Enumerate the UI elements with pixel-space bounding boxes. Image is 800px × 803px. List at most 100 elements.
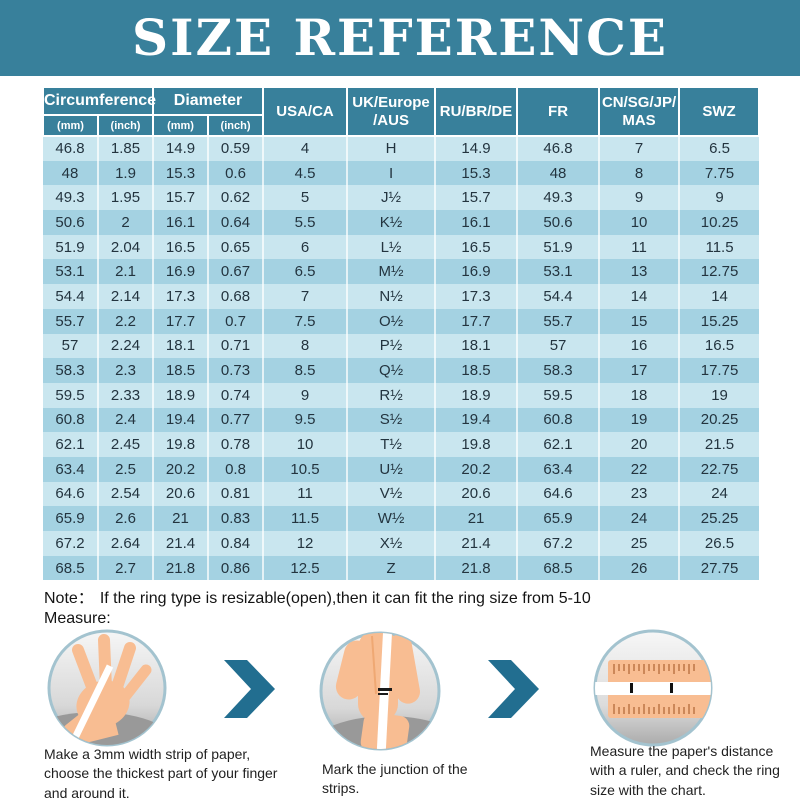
table-cell: R½ (346, 382, 436, 408)
table-cell: 14 (598, 284, 680, 309)
table-cell: 21 (152, 506, 209, 531)
table-cell: 0.68 (207, 284, 264, 309)
col-header-cn-line1: CN/SG/JP/ (601, 94, 677, 112)
table-cell: 24 (598, 506, 680, 531)
col-header-uk-europe-aus: UK/Europe/AUS (346, 86, 437, 137)
table-cell: 5 (262, 185, 348, 211)
table-cell: 0.86 (207, 555, 264, 581)
table-cell: T½ (346, 432, 436, 457)
table-row: 54.4 2.14 17.3 0.68 7 N½ 17.3 54.4 14 14 (43, 284, 760, 309)
table-cell: 64.6 (516, 481, 600, 507)
table-cell: 15.3 (434, 160, 518, 186)
table-cell: 10 (262, 432, 348, 457)
measure-label: Measure: (44, 610, 111, 627)
table-cell: 11.5 (678, 234, 760, 260)
table-cell: 67.2 (516, 531, 600, 556)
table-cell: V½ (346, 481, 436, 507)
table-cell: 11.5 (262, 506, 348, 531)
table-cell: 17.75 (678, 358, 760, 383)
table-cell: 18.1 (152, 333, 209, 359)
table-cell: 13 (598, 259, 680, 285)
table-cell: 2.3 (96, 358, 154, 383)
table-cell: 16.1 (434, 210, 518, 235)
table-cell: 59.5 (516, 382, 600, 408)
table-cell: 49.3 (43, 185, 98, 211)
table-cell: 4.5 (262, 160, 348, 186)
col-header-uk-line2: /AUS (373, 111, 409, 129)
table-cell: 1.9 (96, 160, 154, 186)
step-caption-3: Measure the paper's distance with a rule… (590, 743, 780, 798)
table-row: 64.6 2.54 20.6 0.81 11 V½ 20.6 64.6 23 24 (43, 481, 760, 507)
table-cell: 10.5 (262, 456, 348, 482)
table-cell: 21.4 (152, 531, 209, 556)
table-cell: 21.4 (434, 531, 518, 556)
table-cell: 20.6 (434, 481, 518, 507)
table-cell: 2.54 (96, 481, 154, 507)
table-cell: 63.4 (43, 456, 98, 482)
table-cell: 5.5 (262, 210, 348, 235)
table-cell: 17.7 (152, 308, 209, 334)
table-cell: 55.7 (43, 308, 98, 334)
table-cell: 46.8 (43, 136, 98, 161)
table-row: 62.1 2.45 19.8 0.78 10 T½ 19.8 62.1 20 21.5 (43, 432, 760, 457)
size-table: Circumference Diameter USA/CA UK/Europe /… (41, 86, 761, 581)
title-banner: SIZE REFERENCE (0, 0, 800, 76)
table-cell: 9 (262, 382, 348, 408)
table-cell: 57 (43, 333, 98, 359)
table-cell: 11 (598, 234, 680, 260)
table-cell: 0.59 (207, 136, 264, 161)
table-cell: 9 (678, 185, 760, 211)
table-cell: 0.84 (207, 531, 264, 556)
table-cell: 67.2 (43, 531, 98, 556)
table-cell: 20 (598, 432, 680, 457)
mark-strip-illustration (318, 630, 442, 757)
size-table-body: 46.8 1.85 14.9 0.59 4 H 14.9 46.8 7 6.5 48 1.9 15.3 0… (43, 136, 760, 581)
hand-strip-icon (47, 629, 167, 747)
table-cell: U½ (346, 456, 436, 482)
table-cell: 53.1 (516, 259, 600, 285)
table-cell: 55.7 (516, 308, 600, 334)
table-cell: P½ (346, 333, 436, 359)
table-cell: 12.75 (678, 259, 760, 285)
table-cell: 12 (262, 531, 348, 556)
table-cell: J½ (346, 185, 436, 211)
table-cell: 22 (598, 456, 680, 482)
col-header-usa-ca: USA/CA (262, 86, 349, 137)
table-cell: 21.8 (152, 555, 209, 581)
table-cell: 15.7 (152, 185, 209, 211)
table-cell: 14.9 (434, 136, 518, 161)
table-row: 58.3 2.3 18.5 0.73 8.5 Q½ 18.5 58.3 17 17.75 (43, 358, 760, 383)
table-cell: 19.4 (434, 407, 518, 433)
step-caption-1: Make a 3mm width strip of paper, choose … (44, 746, 278, 801)
table-row: 65.9 2.6 21 0.83 11.5 W½ 21 65.9 24 25.25 (43, 506, 760, 531)
table-cell: 49.3 (516, 185, 600, 211)
subheader-circ-mm: (mm) (42, 114, 99, 137)
table-cell: Z (346, 555, 436, 581)
table-cell: 16.9 (434, 259, 518, 285)
table-row: 68.5 2.7 21.8 0.86 12.5 Z 21.8 68.5 26 27.75 (43, 555, 760, 581)
table-cell: 15 (598, 308, 680, 334)
table-cell: 6.5 (678, 136, 760, 161)
table-cell: 19.8 (434, 432, 518, 457)
table-cell: 2.64 (96, 531, 154, 556)
table-row: 50.6 2 16.1 0.64 5.5 K½ 16.1 50.6 10 10.25 (43, 210, 760, 235)
table-cell: 25.25 (678, 506, 760, 531)
table-cell: 16.5 (678, 333, 760, 359)
table-cell: 16.1 (152, 210, 209, 235)
table-cell: 59.5 (43, 382, 98, 408)
table-row: 60.8 2.4 19.4 0.77 9.5 S½ 19.4 60.8 19 20.25 (43, 407, 760, 433)
table-cell: 51.9 (43, 234, 98, 260)
table-cell: 16.9 (152, 259, 209, 285)
table-cell: 50.6 (43, 210, 98, 235)
table-cell: 20.2 (152, 456, 209, 482)
table-cell: 14.9 (152, 136, 209, 161)
step-caption-2: Mark the junction of the strips. (322, 761, 468, 797)
table-cell: N½ (346, 284, 436, 309)
table-cell: 27.75 (678, 555, 760, 581)
table-cell: 19.4 (152, 407, 209, 433)
table-cell: 60.8 (43, 407, 98, 433)
table-cell: 2.04 (96, 234, 154, 260)
table-row: 49.3 1.95 15.7 0.62 5 J½ 15.7 49.3 9 9 (43, 185, 760, 211)
table-cell: 18.9 (152, 382, 209, 408)
table-cell: 0.7 (207, 308, 264, 334)
